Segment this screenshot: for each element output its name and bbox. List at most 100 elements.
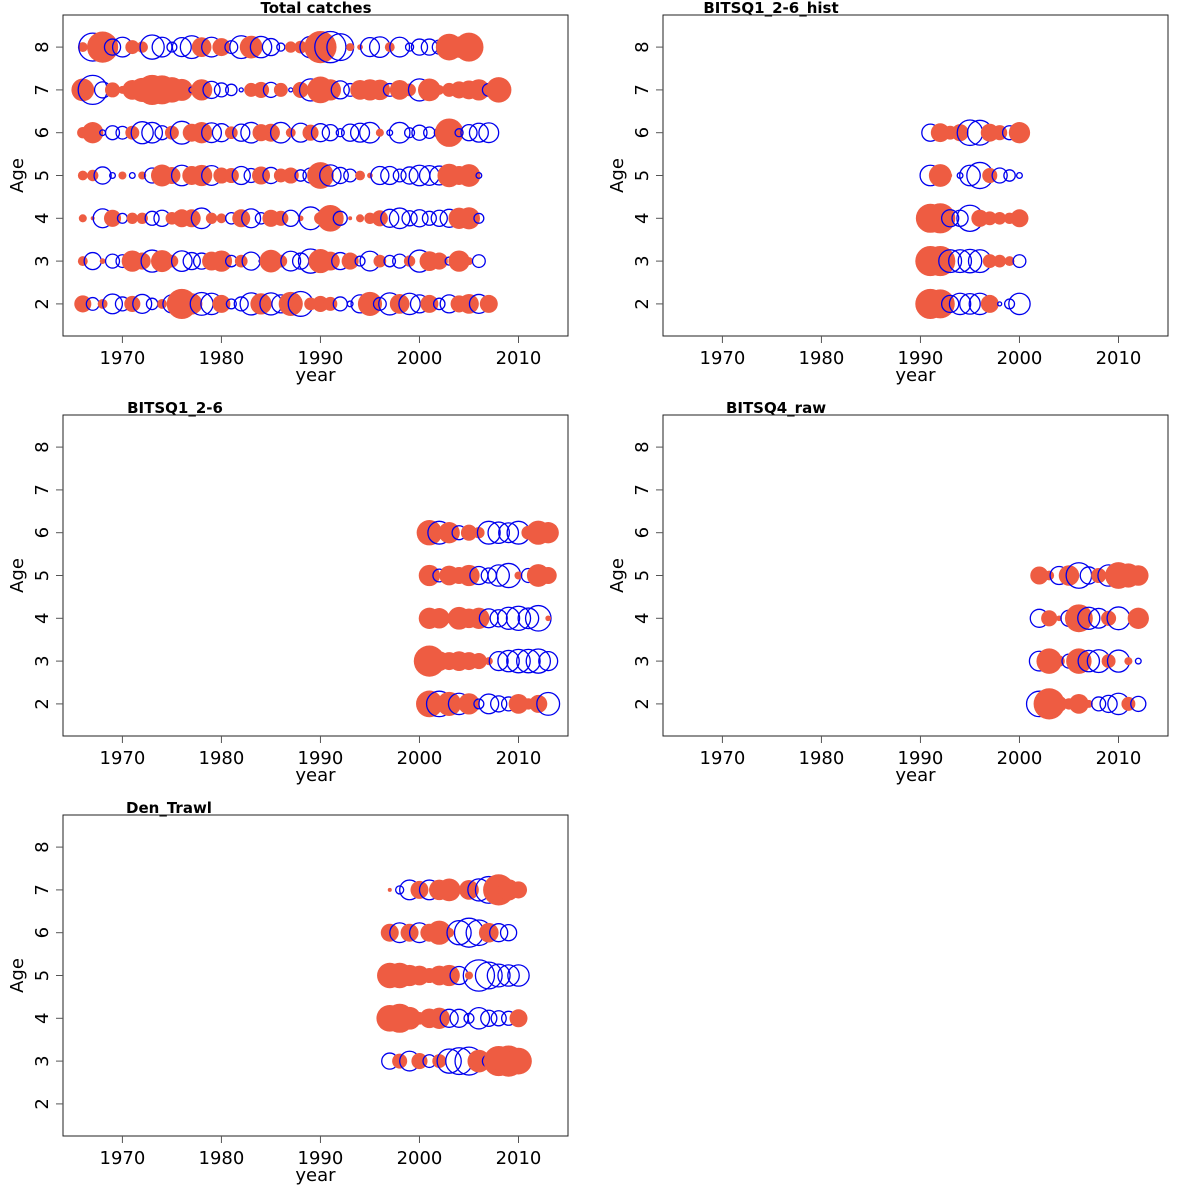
bubble-negative <box>480 1009 498 1028</box>
bubble-positive <box>356 214 365 223</box>
bubble-negative <box>202 80 221 100</box>
bubble-positive <box>1128 565 1149 586</box>
y-tick-label: 6 <box>32 527 53 538</box>
bubble-negative <box>957 248 983 274</box>
bubble-positive <box>224 126 238 140</box>
y-tick-label: 5 <box>32 970 53 981</box>
bubble-negative <box>487 564 510 587</box>
bubble-positive <box>418 564 441 587</box>
bubble-negative <box>380 208 400 228</box>
bubble-positive <box>99 258 106 264</box>
bubble-negative <box>231 165 251 186</box>
bubble-negative <box>128 171 136 179</box>
bubble-negative <box>276 42 286 52</box>
bubble-positive <box>250 293 272 315</box>
y-tick-label: 7 <box>32 484 53 495</box>
x-tick-label: 1980 <box>199 748 245 769</box>
bubble-negative <box>392 168 407 183</box>
bubble-negative <box>139 34 165 60</box>
bubble-negative <box>280 250 302 272</box>
bubble-negative <box>525 648 552 674</box>
y-tick-label: 5 <box>632 170 653 181</box>
bubble-positive <box>429 608 450 629</box>
bubble-positive <box>77 256 88 267</box>
bubble-positive <box>1008 122 1031 144</box>
bubble-negative <box>398 292 421 316</box>
bubble-positive <box>74 295 92 313</box>
bubble-negative <box>411 124 428 141</box>
bubble-positive <box>508 694 529 714</box>
bubble-negative <box>432 297 446 311</box>
bubble-positive <box>529 694 548 713</box>
y-tick-label: 3 <box>32 1055 53 1066</box>
x-tick-label: 2010 <box>1096 748 1142 769</box>
x-axis-label: year <box>895 365 936 386</box>
bubble-negative <box>144 210 160 226</box>
bubble-negative <box>1077 606 1101 630</box>
bubble-positive <box>464 257 474 266</box>
bubble-negative <box>331 166 349 185</box>
bubble-positive <box>157 298 167 309</box>
y-tick-label: 3 <box>632 655 653 666</box>
bubble-positive <box>437 691 462 716</box>
bubble-positive <box>292 81 309 98</box>
panel-total-catches: Total catches 1970 1980 1990 2000 2010 2 3 4 5 6 7… <box>7 0 569 386</box>
bubble-negative <box>516 648 541 674</box>
bubble-positive <box>971 209 989 227</box>
bubble-negative <box>1099 694 1118 714</box>
bubble-negative <box>959 164 981 187</box>
bubble-positive <box>294 40 308 54</box>
bubble-positive <box>125 125 140 140</box>
bubble-negative <box>383 254 397 268</box>
y-tick-label: 7 <box>32 84 53 95</box>
panel-title: Total catches <box>260 0 371 17</box>
plot-frame <box>662 14 1169 337</box>
bubble-negative <box>497 649 520 673</box>
bubble-negative <box>446 919 472 946</box>
bubble-negative <box>948 249 973 274</box>
bubble-negative <box>410 209 429 228</box>
bubble-positive <box>87 169 99 182</box>
y-tick-label: 4 <box>32 1013 53 1024</box>
x-tick-label: 1970 <box>100 348 146 369</box>
x-tick-label: 2000 <box>397 1148 443 1169</box>
bubble-positive <box>509 881 528 899</box>
bubble-positive <box>509 1009 528 1028</box>
bubble-positive <box>434 84 445 95</box>
bubble-negative <box>499 924 518 942</box>
bubble-positive <box>428 1007 450 1029</box>
bubble-positive <box>467 1049 491 1073</box>
bubble-positive <box>948 173 953 178</box>
bubble-negative <box>1077 649 1101 673</box>
bubble-positive <box>190 79 213 101</box>
bubble-positive <box>1101 654 1116 669</box>
bubble-positive <box>925 203 956 234</box>
y-tick-label: 8 <box>32 441 53 452</box>
y-tick-label: 3 <box>632 255 653 266</box>
bubble-positive <box>278 291 303 316</box>
bubble-negative <box>201 122 223 144</box>
bubble-negative <box>349 122 371 143</box>
x-tick-label: 2010 <box>496 348 542 369</box>
bubble-negative <box>489 923 509 943</box>
bubble-negative <box>473 212 485 224</box>
x-tick-label: 1990 <box>898 348 944 369</box>
x-axis-label: year <box>295 1165 336 1186</box>
bubble-negative <box>460 123 478 142</box>
bubble-positive <box>403 255 416 267</box>
bubble-negative <box>1003 169 1016 182</box>
bubble-positive <box>118 171 127 180</box>
bubble-positive <box>1010 209 1029 228</box>
bubble-negative <box>372 296 387 311</box>
bubble-negative <box>343 168 358 183</box>
bubble-positive <box>982 254 997 269</box>
x-tick-label: 2000 <box>997 748 1043 769</box>
bubble-negative <box>101 293 124 315</box>
y-tick-label: 4 <box>32 213 53 224</box>
bubble-positive <box>930 123 950 143</box>
x-tick-label: 2000 <box>397 748 443 769</box>
bubble-positive <box>389 80 410 100</box>
x-tick-label: 1980 <box>199 1148 245 1169</box>
bubble-negative <box>394 885 405 895</box>
